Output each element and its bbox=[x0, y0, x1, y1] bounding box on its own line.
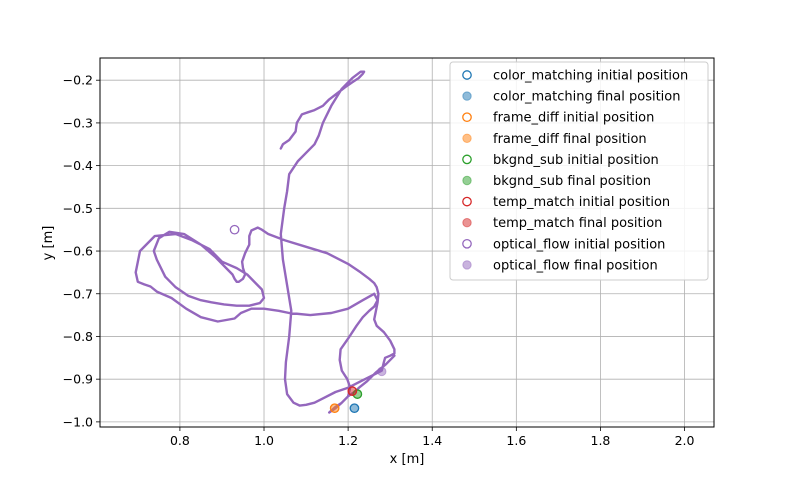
legend-entry: frame_diff initial position bbox=[493, 111, 654, 126]
legend-entry: frame_diff final position bbox=[493, 132, 647, 147]
x-tick-label: 1.0 bbox=[254, 433, 274, 448]
trajectory-line bbox=[134, 70, 396, 414]
y-tick-label: −0.9 bbox=[63, 372, 93, 387]
optical_flow-final-marker bbox=[377, 366, 387, 377]
y-tick-label: −0.3 bbox=[63, 115, 93, 130]
y-axis-label: y [m] bbox=[41, 226, 56, 261]
x-axis-label: x [m] bbox=[390, 452, 425, 467]
y-tick-label: −0.7 bbox=[63, 286, 93, 301]
plot-frame bbox=[99, 57, 715, 428]
legend-entry: optical_flow final position bbox=[493, 258, 658, 273]
x-tick-label: 1.2 bbox=[338, 433, 358, 448]
legend-final-marker bbox=[462, 218, 472, 228]
ticks: 0.8 1.0 1.2 1.4 1.6 1.8 2.0 −0.2 −0.3 −0.4 −0.5 −0.… bbox=[63, 73, 695, 448]
legend-box bbox=[449, 61, 709, 281]
x-tick-label: 1.6 bbox=[506, 433, 526, 448]
temp_match-initial-marker bbox=[347, 386, 358, 396]
legend-entry: temp_match initial position bbox=[493, 195, 670, 210]
legend-entry: temp_match final position bbox=[493, 216, 662, 231]
legend-initial-marker bbox=[462, 154, 472, 165]
marker-layer bbox=[229, 224, 387, 414]
color_matching-initial-marker bbox=[349, 403, 360, 414]
x-tick-label: 1.8 bbox=[591, 433, 611, 448]
legend-final-marker bbox=[462, 260, 472, 270]
trajectory-layer bbox=[134, 70, 396, 414]
y-tick-label: −0.5 bbox=[63, 201, 93, 216]
legend-entry: bkgnd_sub initial position bbox=[493, 153, 659, 168]
legend-initial-marker bbox=[462, 112, 472, 123]
y-tick-label: −0.4 bbox=[63, 158, 93, 173]
legend-entry: color_matching initial position bbox=[493, 69, 688, 84]
legend-entry: optical_flow initial position bbox=[493, 237, 665, 252]
legend-initial-marker bbox=[462, 196, 472, 207]
x-tick-label: 2.0 bbox=[675, 433, 695, 448]
legend-final-marker bbox=[462, 133, 472, 144]
y-tick-label: −1.0 bbox=[63, 414, 93, 429]
legend-final-marker bbox=[462, 175, 472, 186]
frame_diff-initial-marker bbox=[329, 403, 340, 414]
legend: color_matching initial position color_mat… bbox=[449, 61, 709, 281]
legend-entry: bkgnd_sub final position bbox=[493, 174, 651, 189]
optical_flow-initial-marker bbox=[229, 224, 240, 235]
x-tick-label: 1.4 bbox=[422, 433, 442, 448]
legend-initial-marker bbox=[462, 238, 472, 249]
y-tick-label: −0.2 bbox=[63, 73, 93, 88]
legend-final-marker bbox=[462, 91, 472, 101]
y-tick-label: −0.6 bbox=[63, 244, 93, 259]
x-tick-label: 0.8 bbox=[170, 433, 190, 448]
legend-initial-marker bbox=[462, 70, 472, 80]
y-tick-label: −0.8 bbox=[63, 329, 93, 344]
legend-entry: color_matching final position bbox=[493, 90, 681, 105]
